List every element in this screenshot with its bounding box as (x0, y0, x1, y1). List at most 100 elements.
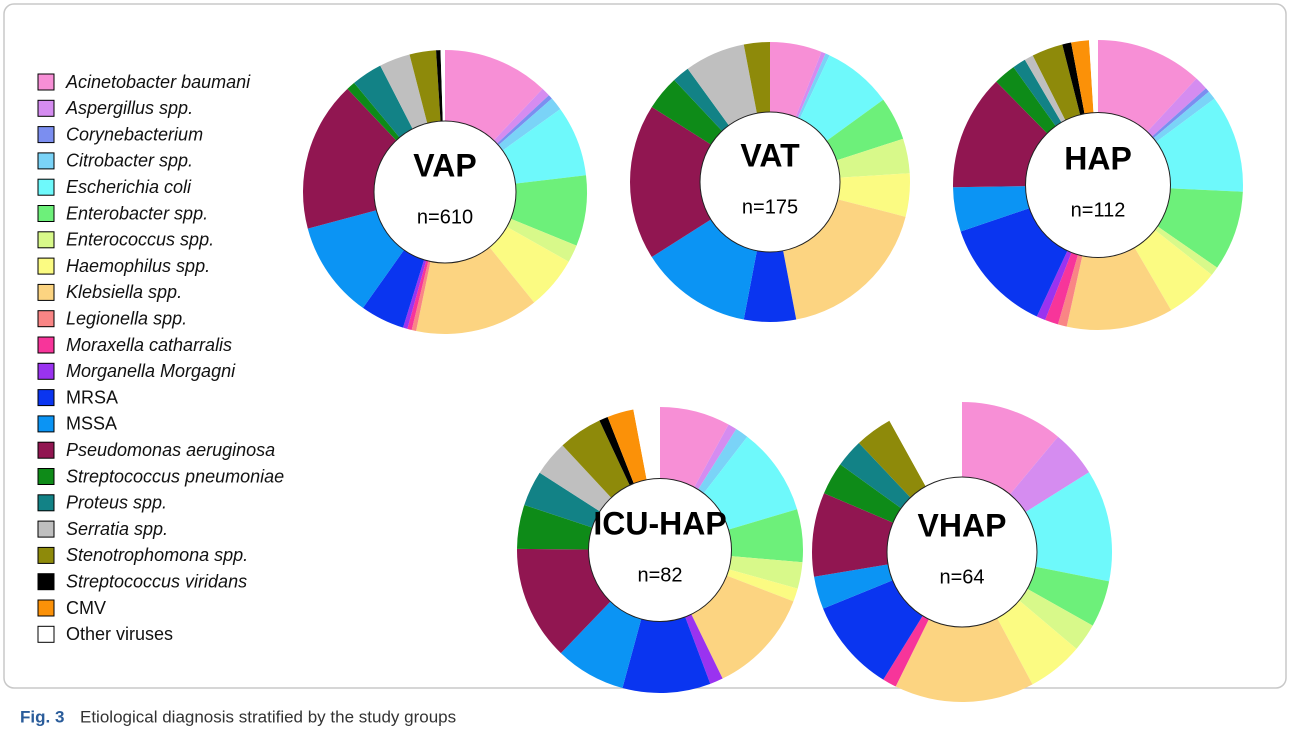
legend-label: Proteus spp. (66, 493, 167, 513)
slice (783, 199, 906, 320)
donut-hole (699, 111, 841, 253)
legend-swatch (37, 573, 55, 591)
legend-swatch (37, 389, 55, 407)
slice (493, 88, 549, 144)
slice (1066, 247, 1172, 330)
legend-label: Morganella Morgagni (66, 361, 236, 381)
slice (1024, 55, 1066, 123)
slice (1045, 252, 1078, 325)
slice (1154, 226, 1218, 275)
legend-swatch (37, 494, 55, 512)
slice (889, 402, 962, 487)
slice (1025, 472, 1113, 582)
legend-swatch (37, 625, 55, 643)
slice (728, 509, 803, 563)
legend-swatch (37, 441, 55, 459)
slice (823, 580, 923, 680)
legend-label: Aspergillus spp. (65, 98, 193, 118)
slice (407, 260, 429, 331)
legend-swatch (37, 310, 55, 328)
slice (743, 42, 770, 114)
slice (489, 226, 569, 303)
donut-title: VAP (413, 147, 476, 183)
slice (837, 173, 910, 217)
slice (691, 575, 794, 679)
slice (728, 556, 803, 589)
slice (630, 106, 711, 258)
legend-swatch (37, 336, 55, 354)
slice (1088, 40, 1098, 113)
donut-title: HAP (1064, 140, 1132, 176)
slice (836, 138, 910, 178)
slice (307, 210, 404, 308)
slice (1153, 91, 1215, 142)
legend-swatch (37, 99, 55, 117)
legend-swatch (37, 283, 55, 301)
legend-label: Haemophilus spp. (66, 256, 210, 276)
slice (770, 42, 822, 117)
slice (354, 65, 413, 138)
legend-label: Stenotrophomona spp. (66, 545, 248, 565)
legend-swatch (37, 231, 55, 249)
slice (1036, 250, 1072, 321)
slice (726, 569, 798, 602)
slice (996, 67, 1056, 134)
slice (1147, 78, 1206, 137)
legend-label: Streptococcus viridans (66, 571, 247, 591)
legend-swatch (37, 520, 55, 538)
slice (1013, 59, 1062, 127)
legend-label: Acinetobacter baumani (65, 72, 251, 92)
slice (743, 250, 797, 322)
slice (694, 424, 737, 490)
legend-label: Streptococcus pneumoniae (66, 466, 284, 486)
legend-swatch (37, 205, 55, 222)
slice (883, 615, 929, 687)
donut-subtitle: n=175 (742, 196, 798, 218)
legend-swatch (37, 152, 55, 170)
donut-title: VHAP (918, 507, 1007, 543)
slice (795, 51, 826, 118)
legend-swatch (37, 257, 55, 275)
slice (496, 95, 552, 146)
donut-subtitle: n=82 (637, 564, 682, 586)
slice (698, 429, 748, 494)
slice (502, 109, 587, 184)
legend-swatch (37, 126, 55, 144)
slice (409, 50, 441, 124)
slice (560, 601, 642, 688)
slice (1098, 40, 1197, 132)
caption-text: Etiological diagnosis stratified by the … (80, 707, 456, 726)
slice (440, 50, 445, 122)
slice (651, 79, 723, 145)
legend-label: Enterococcus spp. (66, 230, 214, 250)
slice (416, 247, 535, 334)
slice (1151, 88, 1209, 139)
slice (1027, 566, 1110, 626)
slice (823, 464, 902, 523)
slice (517, 548, 611, 654)
legend-label: MRSA (66, 387, 118, 407)
legend-label: Enterobacter spp. (66, 203, 208, 223)
slice (1156, 98, 1243, 192)
slice (895, 618, 1033, 702)
slice (962, 402, 1059, 495)
slice (797, 53, 830, 119)
slice (599, 416, 634, 486)
legend-label: Klebsiella spp. (66, 282, 182, 302)
slice (303, 88, 397, 229)
slice (524, 472, 600, 528)
slice (1032, 44, 1081, 121)
legend-label: Corynebacterium (66, 124, 203, 144)
slice (687, 44, 757, 126)
slice (660, 407, 729, 488)
donut-subtitle: n=112 (1071, 199, 1126, 221)
slice (380, 54, 428, 129)
slice (651, 219, 757, 320)
donut-hole (588, 478, 732, 622)
donut-subtitle: n=64 (939, 566, 984, 588)
legend-label: Escherichia coli (66, 177, 192, 197)
donut-hole (886, 476, 1038, 628)
legend-swatch (37, 546, 55, 564)
legend-label: MSSA (66, 414, 117, 434)
legend-swatch (37, 362, 55, 380)
